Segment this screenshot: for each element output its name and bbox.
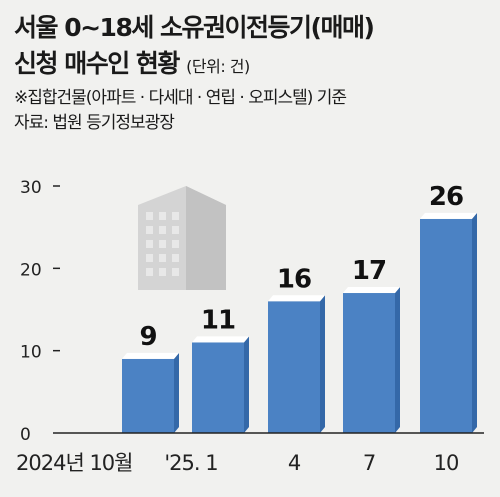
data-label: 17: [352, 256, 386, 286]
bar-side: [320, 295, 325, 433]
bar-top: [343, 287, 400, 294]
bar-top: [420, 212, 477, 219]
data-label: 9: [139, 322, 156, 352]
bar: 16: [268, 264, 325, 433]
bar-top: [268, 295, 325, 302]
bar: 9: [122, 322, 179, 433]
title-line-2-text: 신청 매수인 현황: [14, 49, 180, 78]
x-tick-label: 2024년 10월: [16, 451, 132, 475]
y-tick-label: 20: [20, 260, 42, 280]
bar-top: [122, 352, 179, 359]
x-tick-label: 4: [288, 451, 301, 475]
y-tick-label: 10: [20, 343, 42, 363]
bar-front: [343, 293, 395, 433]
criteria-note: ※집합건물(아파트 · 다세대 · 연립 · 오피스텔) 기준: [14, 88, 347, 108]
y-axis-ticks: 0 10 20 30: [20, 178, 60, 445]
title-line-1: 서울 0~18세 소유권이전등기(매매): [14, 13, 375, 42]
y-tick-label: 0: [20, 425, 31, 445]
bar-side: [174, 352, 179, 433]
x-tick-label: 7: [363, 451, 375, 475]
title-line-2: 신청 매수인 현황 (단위: 건): [14, 46, 490, 85]
bar-front: [420, 218, 472, 433]
chart-title: 서울 0~18세 소유권이전등기(매매) 신청 매수인 현황 (단위: 건): [14, 10, 490, 85]
x-tick-label: 10: [434, 451, 459, 475]
bar-side: [472, 212, 477, 433]
source-note: 자료: 법원 등기정보광장: [14, 113, 175, 133]
x-tick-label: '25. 1: [164, 451, 217, 475]
bar-top: [192, 336, 249, 343]
bar-front: [192, 342, 244, 433]
bar-side: [244, 336, 249, 433]
bar-front: [122, 358, 174, 433]
data-label: 16: [277, 264, 311, 294]
y-tick-label: 30: [20, 178, 42, 198]
unit-label: (단위: 건): [186, 57, 250, 76]
bar-front: [268, 301, 320, 433]
bar: 17: [343, 256, 400, 433]
data-label: 26: [429, 182, 463, 212]
bar: 11: [192, 305, 249, 433]
bars: 9 11 16 17 26: [122, 182, 477, 433]
x-axis-labels: 2024년 10월 '25. 1 4 7 10: [16, 451, 459, 475]
data-label: 11: [201, 305, 235, 335]
building-icon: [138, 186, 226, 290]
bar-side: [395, 287, 400, 433]
bar: 26: [420, 182, 477, 433]
